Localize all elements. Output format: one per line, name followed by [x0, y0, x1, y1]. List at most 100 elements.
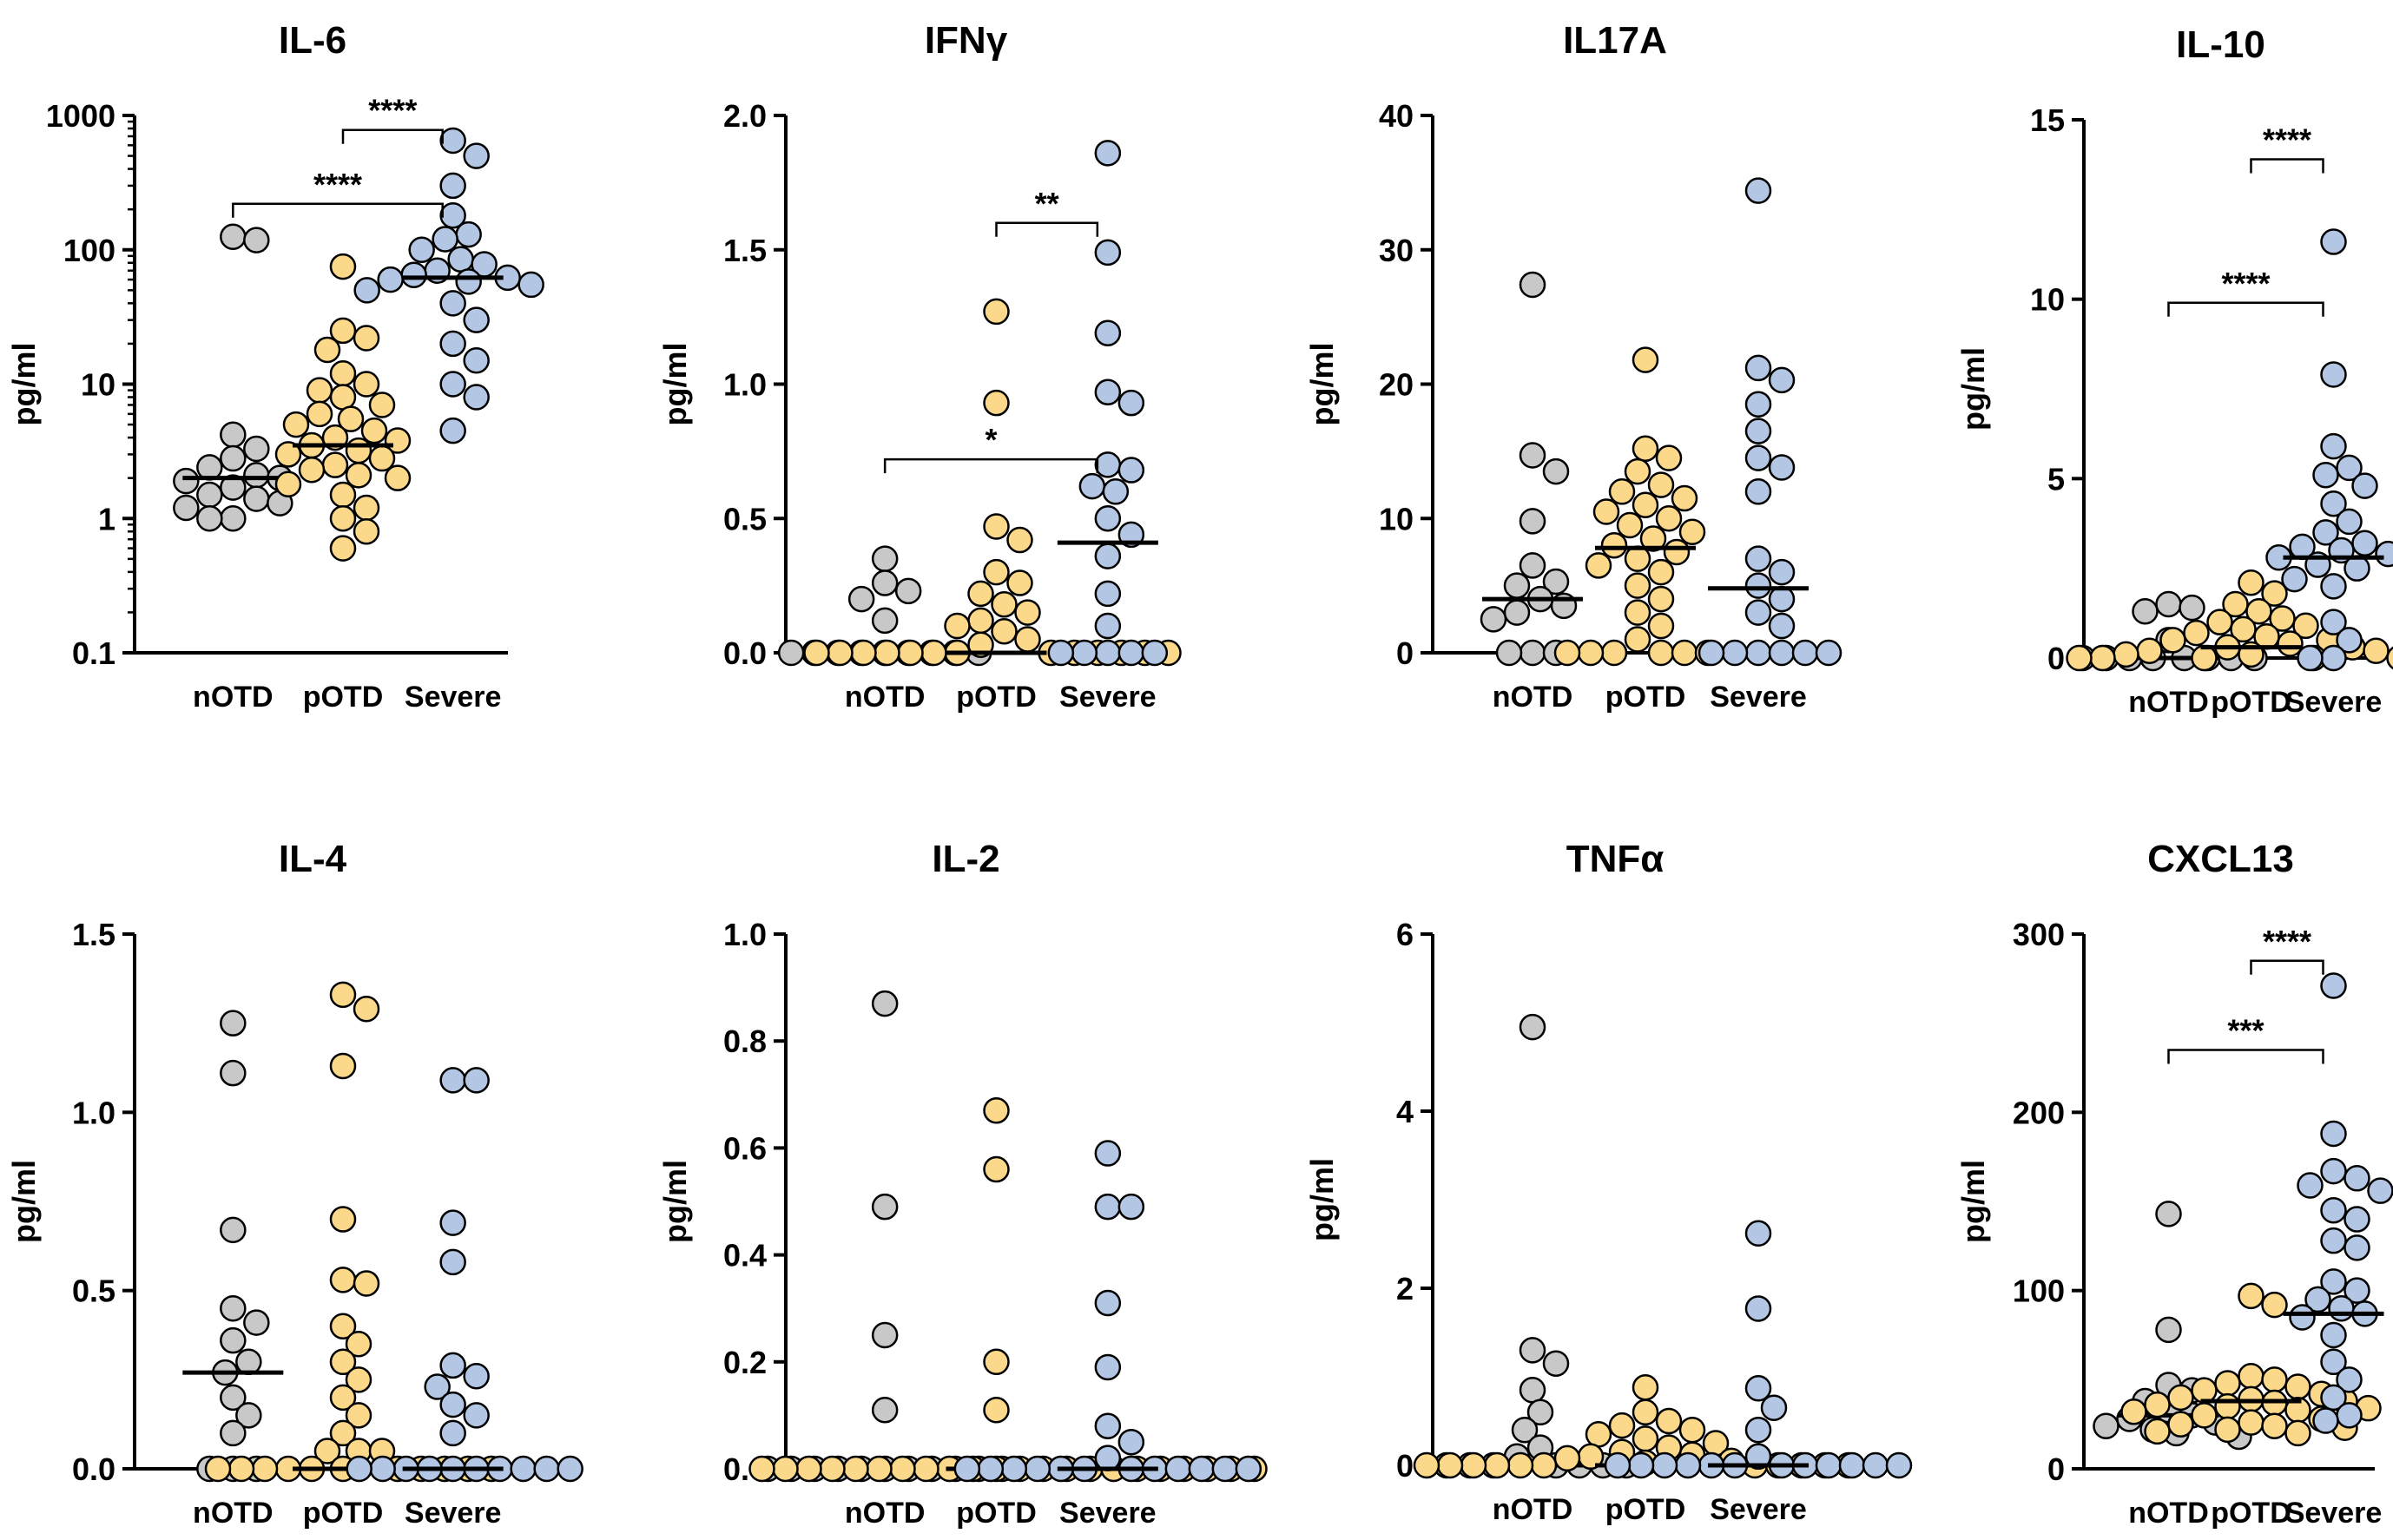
y-tick-label: 2.0: [723, 98, 767, 134]
data-point: [1519, 508, 1546, 535]
data-point: [557, 1455, 583, 1483]
x-tick-label: pOTD: [956, 681, 1037, 714]
data-point: [337, 405, 365, 432]
data-point: [439, 1419, 466, 1447]
data-point: [1078, 472, 1106, 500]
data-point: [1006, 526, 1033, 554]
significance-label: ****: [313, 167, 362, 202]
x-tick-label: nOTD: [2128, 1497, 2209, 1530]
data-point: [243, 462, 270, 489]
data-point: [1519, 271, 1546, 299]
data-point: [1519, 1377, 1546, 1404]
significance-label: *: [985, 422, 997, 457]
y-tick-label: 0.0: [72, 1451, 115, 1487]
x-tick-label: nOTD: [845, 681, 926, 714]
data-point: [1006, 569, 1033, 596]
data-point: [220, 1059, 247, 1087]
data-point: [873, 639, 900, 667]
data-point: [251, 1455, 279, 1483]
data-point: [1542, 457, 1570, 485]
data-point: [983, 513, 1010, 540]
data-point: [871, 607, 899, 635]
data-point: [1768, 366, 1796, 394]
chart-panel-2: IL17A pg/ml 0 10 20 30 40 nOTD pOTD Severe: [1304, 19, 1843, 714]
data-point: [298, 457, 326, 484]
y-axis-label: pg/ml: [657, 1160, 693, 1243]
significance-bracket: [341, 128, 444, 144]
data-point: [1094, 580, 1122, 608]
data-point: [1102, 478, 1130, 505]
data-point: [345, 437, 372, 464]
data-point: [1530, 1451, 1558, 1479]
data-point: [2351, 530, 2378, 556]
y-tick-label: 30: [1379, 233, 1414, 268]
y-axis-label: pg/ml: [6, 343, 42, 426]
data-point: [2375, 540, 2393, 568]
data-point: [953, 1455, 981, 1483]
data-point: [866, 1455, 893, 1483]
data-point: [991, 591, 1018, 618]
x-tick-label: Severe: [1710, 1493, 1807, 1526]
data-point: [2245, 598, 2272, 625]
data-point: [2320, 490, 2347, 517]
x-tick-label: pOTD: [2211, 686, 2291, 719]
data-point: [439, 172, 466, 200]
data-point: [1094, 612, 1122, 640]
y-tick-label: 0.1: [72, 635, 115, 671]
data-point: [345, 1366, 372, 1393]
significance-bracket: [2167, 301, 2324, 317]
data-point: [1768, 454, 1796, 481]
x-tick-label: pOTD: [2211, 1497, 2291, 1530]
data-point: [1744, 1443, 1772, 1471]
data-point: [983, 558, 1010, 586]
data-point: [439, 1352, 466, 1379]
data-point: [2113, 641, 2139, 668]
chart-title: IL-10: [2176, 23, 2265, 66]
data-point: [913, 1455, 939, 1483]
data-point: [871, 1321, 899, 1349]
data-point: [220, 1326, 247, 1354]
data-point: [983, 1097, 1010, 1124]
data-point: [243, 227, 270, 253]
data-point: [1624, 626, 1651, 653]
data-point: [353, 517, 380, 545]
data-point: [1744, 1416, 1772, 1444]
data-point: [306, 400, 333, 428]
significance-label: **: [1035, 186, 1059, 221]
data-point: [1413, 1451, 1440, 1479]
data-point: [2344, 1165, 2370, 1192]
significance-bracket: [883, 457, 1099, 474]
data-point: [439, 1248, 466, 1276]
data-point: [894, 577, 922, 605]
data-point: [2320, 228, 2347, 255]
data-point: [1760, 1394, 1788, 1421]
x-tick-label: pOTD: [303, 1497, 384, 1530]
y-tick-label: 100: [2013, 1273, 2065, 1309]
significance-bracket: [2250, 158, 2324, 174]
data-point: [329, 505, 357, 532]
data-point: [353, 277, 380, 304]
data-point: [842, 1455, 869, 1483]
data-point: [2206, 609, 2233, 635]
y-tick-label: 6: [1396, 917, 1414, 952]
y-axis-label: pg/ml: [1304, 1158, 1340, 1241]
data-point: [329, 1052, 357, 1080]
data-point: [345, 1402, 372, 1429]
data-point: [463, 384, 490, 411]
data-point: [871, 545, 899, 572]
data-point: [329, 535, 357, 562]
data-point: [1647, 639, 1675, 667]
data-point: [1519, 442, 1546, 469]
data-point: [1071, 639, 1098, 667]
data-point: [1721, 639, 1749, 667]
data-point: [329, 1419, 357, 1447]
data-point: [1436, 1451, 1464, 1479]
data-point: [2261, 580, 2288, 607]
data-point: [1014, 599, 1041, 626]
data-point: [1639, 525, 1667, 552]
data-point: [1495, 639, 1523, 667]
data-point: [368, 392, 396, 418]
y-tick-label: 40: [1379, 98, 1414, 134]
data-point: [1674, 1451, 1702, 1479]
data-point: [2214, 1392, 2241, 1420]
